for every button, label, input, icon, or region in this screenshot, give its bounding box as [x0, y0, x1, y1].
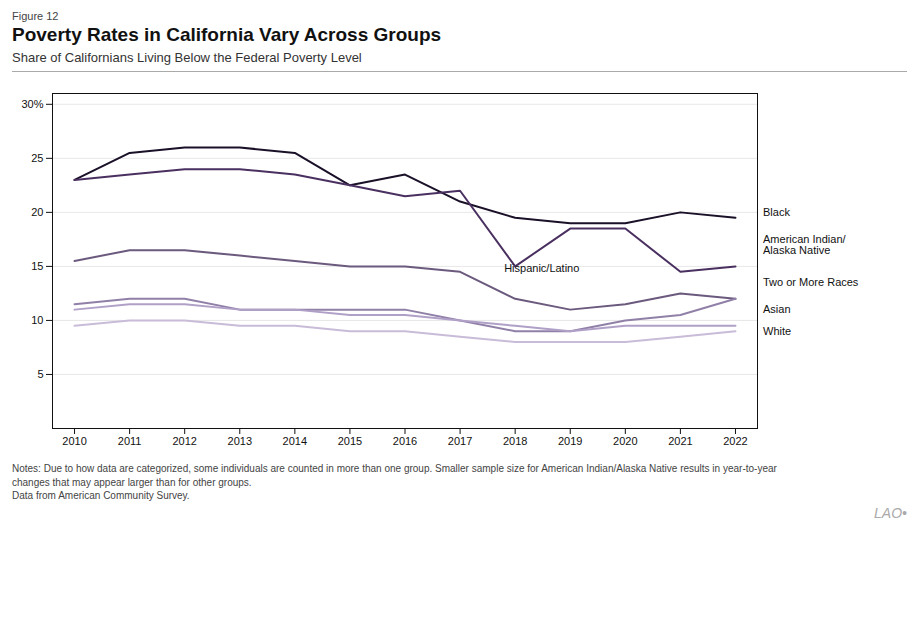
- svg-text:2018: 2018: [503, 435, 527, 447]
- svg-text:2014: 2014: [283, 435, 307, 447]
- svg-text:Black: Black: [763, 206, 790, 218]
- svg-text:10: 10: [31, 314, 43, 326]
- html-text:Figure 12: Figure 12: [12, 10, 59, 22]
- svg-text:Two or More Races: Two or More Races: [763, 276, 859, 288]
- svg-text:2015: 2015: [338, 435, 362, 447]
- svg-text:30%: 30%: [21, 98, 43, 110]
- html-text:Share of Californians Living B: Share of Californians Living Below the F…: [12, 50, 362, 65]
- svg-text:2012: 2012: [172, 435, 196, 447]
- svg-text:20: 20: [31, 206, 43, 218]
- svg-text:2021: 2021: [668, 435, 692, 447]
- html-text:Notes: Due to how data are cat: Notes: Due to how data are categorized, …: [12, 463, 777, 474]
- svg-text:2016: 2016: [393, 435, 417, 447]
- svg-text:American Indian/Alaska Native: American Indian/Alaska Native: [763, 233, 846, 256]
- svg-text:2019: 2019: [558, 435, 582, 447]
- svg-text:2010: 2010: [62, 435, 86, 447]
- svg-text:2022: 2022: [723, 435, 747, 447]
- html-text:Data from American Community S: Data from American Community Survey.: [12, 490, 190, 501]
- svg-text:Hispanic/Latino: Hispanic/Latino: [504, 262, 579, 274]
- svg-text:25: 25: [31, 152, 43, 164]
- svg-text:15: 15: [31, 260, 43, 272]
- svg-text:2011: 2011: [118, 435, 142, 447]
- svg-text:2017: 2017: [448, 435, 472, 447]
- html-text:LAO•: LAO•: [874, 504, 907, 521]
- html-text:Poverty Rates in California Va: Poverty Rates in California Vary Across …: [12, 24, 442, 45]
- svg-text:2020: 2020: [613, 435, 637, 447]
- svg-text:2013: 2013: [228, 435, 252, 447]
- html-text:changes that may appear larger: changes that may appear larger than for …: [12, 476, 252, 488]
- svg-text:5: 5: [37, 368, 43, 380]
- svg-text:White: White: [763, 325, 791, 337]
- svg-text:Asian: Asian: [763, 303, 791, 315]
